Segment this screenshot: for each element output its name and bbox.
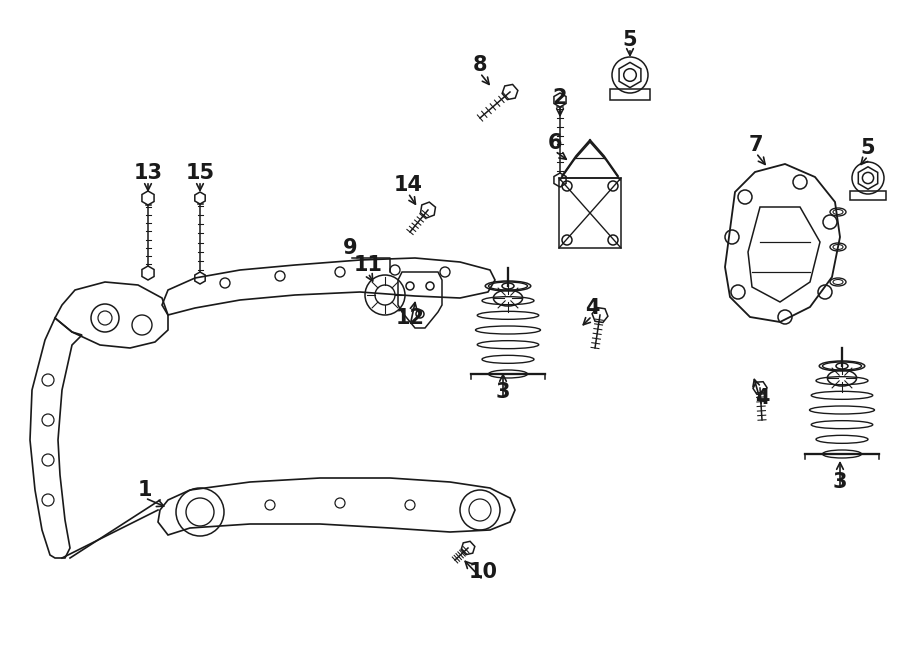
Text: 6: 6 [548,133,562,153]
Text: 13: 13 [133,163,163,183]
Text: 7: 7 [749,135,763,155]
Text: 12: 12 [395,308,425,328]
Bar [850,191,886,200]
Text: 1: 1 [138,480,152,500]
Text: 15: 15 [185,163,214,183]
Text: 5: 5 [860,138,876,158]
Text: 8: 8 [472,55,487,75]
Text: 3: 3 [496,382,510,402]
Text: 4: 4 [585,298,599,318]
Text: 4: 4 [755,388,770,408]
Text: 9: 9 [343,238,357,258]
Text: 10: 10 [469,562,498,582]
Text: 5: 5 [623,30,637,50]
Text: 11: 11 [354,255,382,275]
Text: 14: 14 [393,175,422,195]
Bar [610,89,650,100]
Text: 3: 3 [832,472,847,492]
Bar [559,178,621,248]
Text: 2: 2 [553,88,567,108]
